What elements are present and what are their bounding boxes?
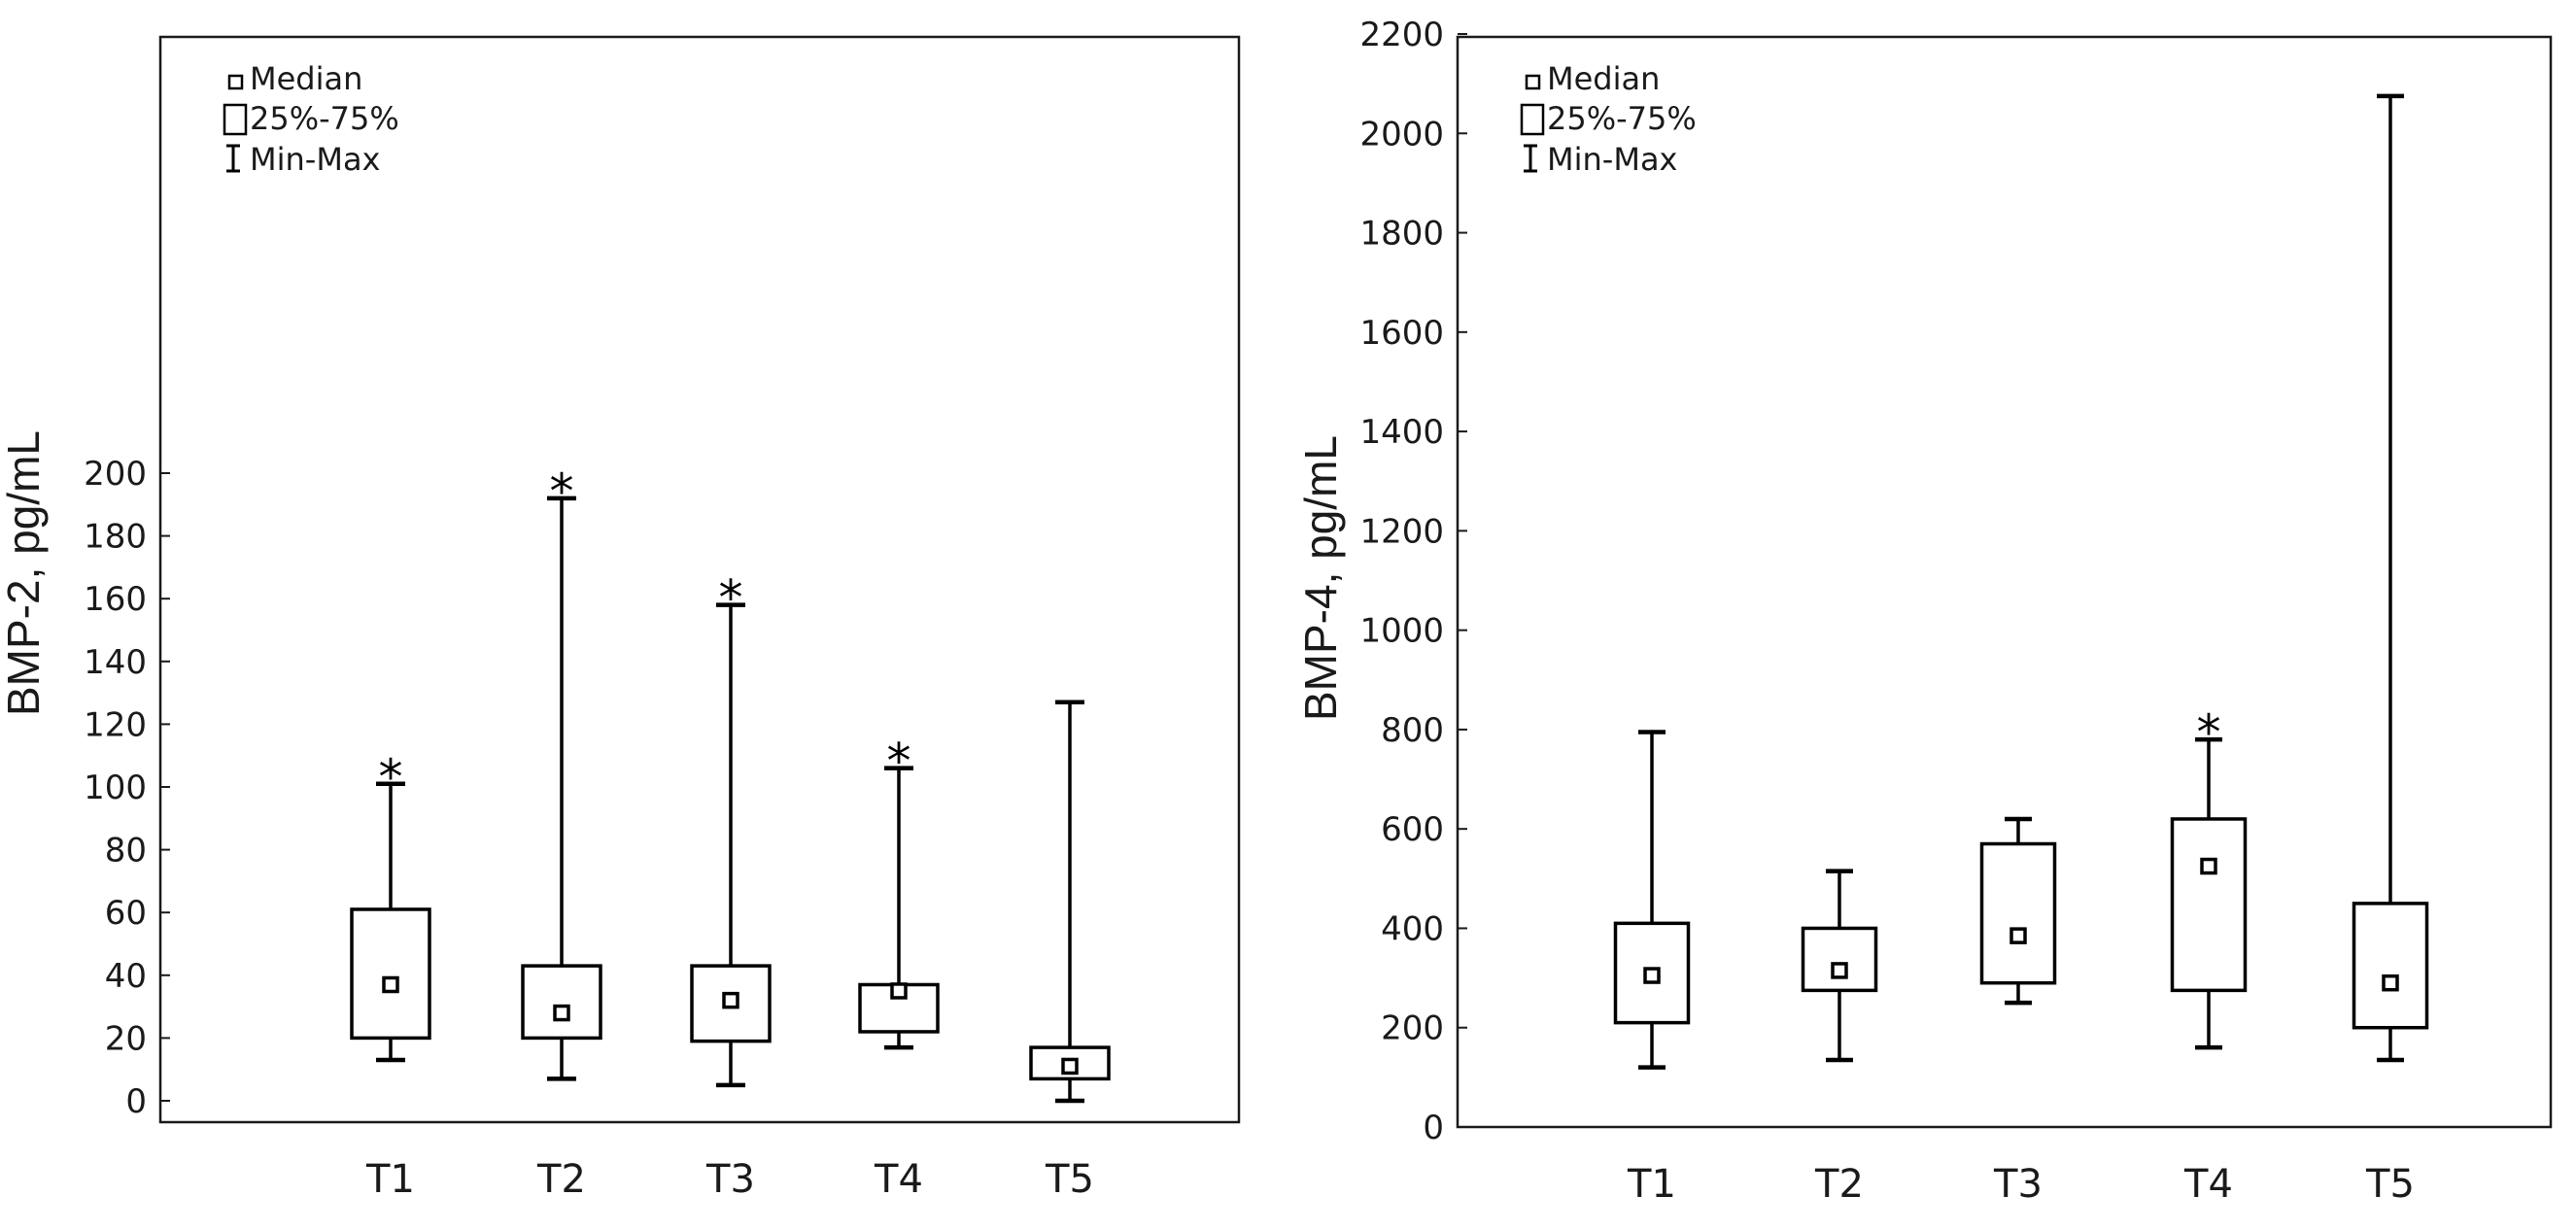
y-tick-label: 180 [84, 518, 147, 557]
y-tick-label: 0 [1423, 1109, 1444, 1147]
legend-box-label: 25%-75% [1547, 100, 1697, 137]
legend-box-label: 25%-75% [250, 100, 399, 137]
bmp2-chart: 0 20 40 60 80 100 120 140 160 180 200 BMP-2, pg/mL T… [0, 35, 1241, 1202]
legend-whisker-label: Min-Max [250, 141, 380, 178]
y-tick-label: 1600 [1359, 314, 1444, 353]
iqr-box [2352, 902, 2429, 1030]
legend-box-icon [1520, 103, 1545, 136]
iqr-box [350, 907, 431, 1041]
y-tick-label: 80 [105, 832, 147, 871]
y-tick-label: 140 [84, 643, 147, 682]
category-label: T5 [2365, 1162, 2415, 1207]
y-tick-label: 1400 [1359, 413, 1444, 452]
iqr-box [1801, 926, 1878, 993]
significance-star: * [550, 463, 574, 520]
y-tick-label: 2000 [1359, 115, 1444, 154]
median-marker [2009, 927, 2027, 944]
category-label: T5 [1045, 1157, 1094, 1202]
median-marker [553, 1004, 570, 1022]
legend-median-icon [227, 74, 244, 90]
category-label: T1 [1627, 1162, 1676, 1207]
y-tick-label: 800 [1381, 711, 1444, 750]
significance-star: * [2197, 704, 2221, 761]
iqr-box [521, 964, 602, 1041]
y-axis-title: BMP-2, pg/mL [0, 430, 49, 716]
y-tick-label: 1200 [1359, 512, 1444, 551]
median-marker [890, 982, 908, 1000]
y-axis-title: BMP-4, pg/mL [1295, 435, 1346, 721]
y-tick-label: 600 [1381, 810, 1444, 849]
y-tick-label: 2200 [1359, 16, 1444, 54]
category-label: T3 [705, 1157, 755, 1202]
median-marker [1831, 962, 1848, 979]
y-tick-label: 200 [1381, 1009, 1444, 1048]
plot-frame [1456, 35, 2553, 1129]
y-tick-label: 60 [105, 894, 147, 933]
y-tick-label: 400 [1381, 909, 1444, 948]
category-label: T4 [874, 1157, 923, 1202]
iqr-box [2170, 817, 2248, 993]
y-tick-label: 100 [84, 769, 147, 807]
plot-frame [158, 35, 1241, 1124]
legend-median-label: Median [1547, 60, 1660, 97]
median-marker [2200, 857, 2217, 875]
category-label: T2 [536, 1157, 586, 1202]
category-label: T2 [1814, 1162, 1864, 1207]
median-marker [1643, 967, 1661, 984]
y-tick-label: 1800 [1359, 215, 1444, 254]
legend-whisker-icon [226, 144, 240, 173]
category-label: T3 [1993, 1162, 2043, 1207]
category-label: T4 [2183, 1162, 2233, 1207]
y-tick-label: 120 [84, 705, 147, 744]
y-tick-label: 200 [84, 455, 147, 494]
legend-whisker-label: Min-Max [1547, 141, 1677, 178]
iqr-box [1979, 841, 2057, 985]
y-tick-label: 40 [105, 957, 147, 996]
median-marker [1061, 1057, 1079, 1076]
significance-star: * [887, 734, 911, 790]
median-marker [2382, 974, 2399, 992]
significance-star: * [719, 570, 743, 627]
y-tick-label: 0 [125, 1082, 147, 1121]
y-tick-label: 1000 [1359, 612, 1444, 651]
legend-whisker-icon [1524, 144, 1537, 173]
y-tick-label: 160 [84, 580, 147, 619]
significance-star: * [379, 749, 403, 805]
y-tick-label: 20 [105, 1019, 147, 1058]
legend-box-icon [223, 103, 248, 136]
median-marker [722, 991, 739, 1009]
median-marker [382, 975, 399, 994]
legend-median-icon [1525, 74, 1541, 90]
bmp4-chart: 0 200 400 600 800 1000 1200 1400 1600 1800 2000 220… [1295, 16, 2553, 1207]
category-label: T1 [365, 1157, 415, 1202]
legend-median-label: Median [250, 60, 362, 97]
